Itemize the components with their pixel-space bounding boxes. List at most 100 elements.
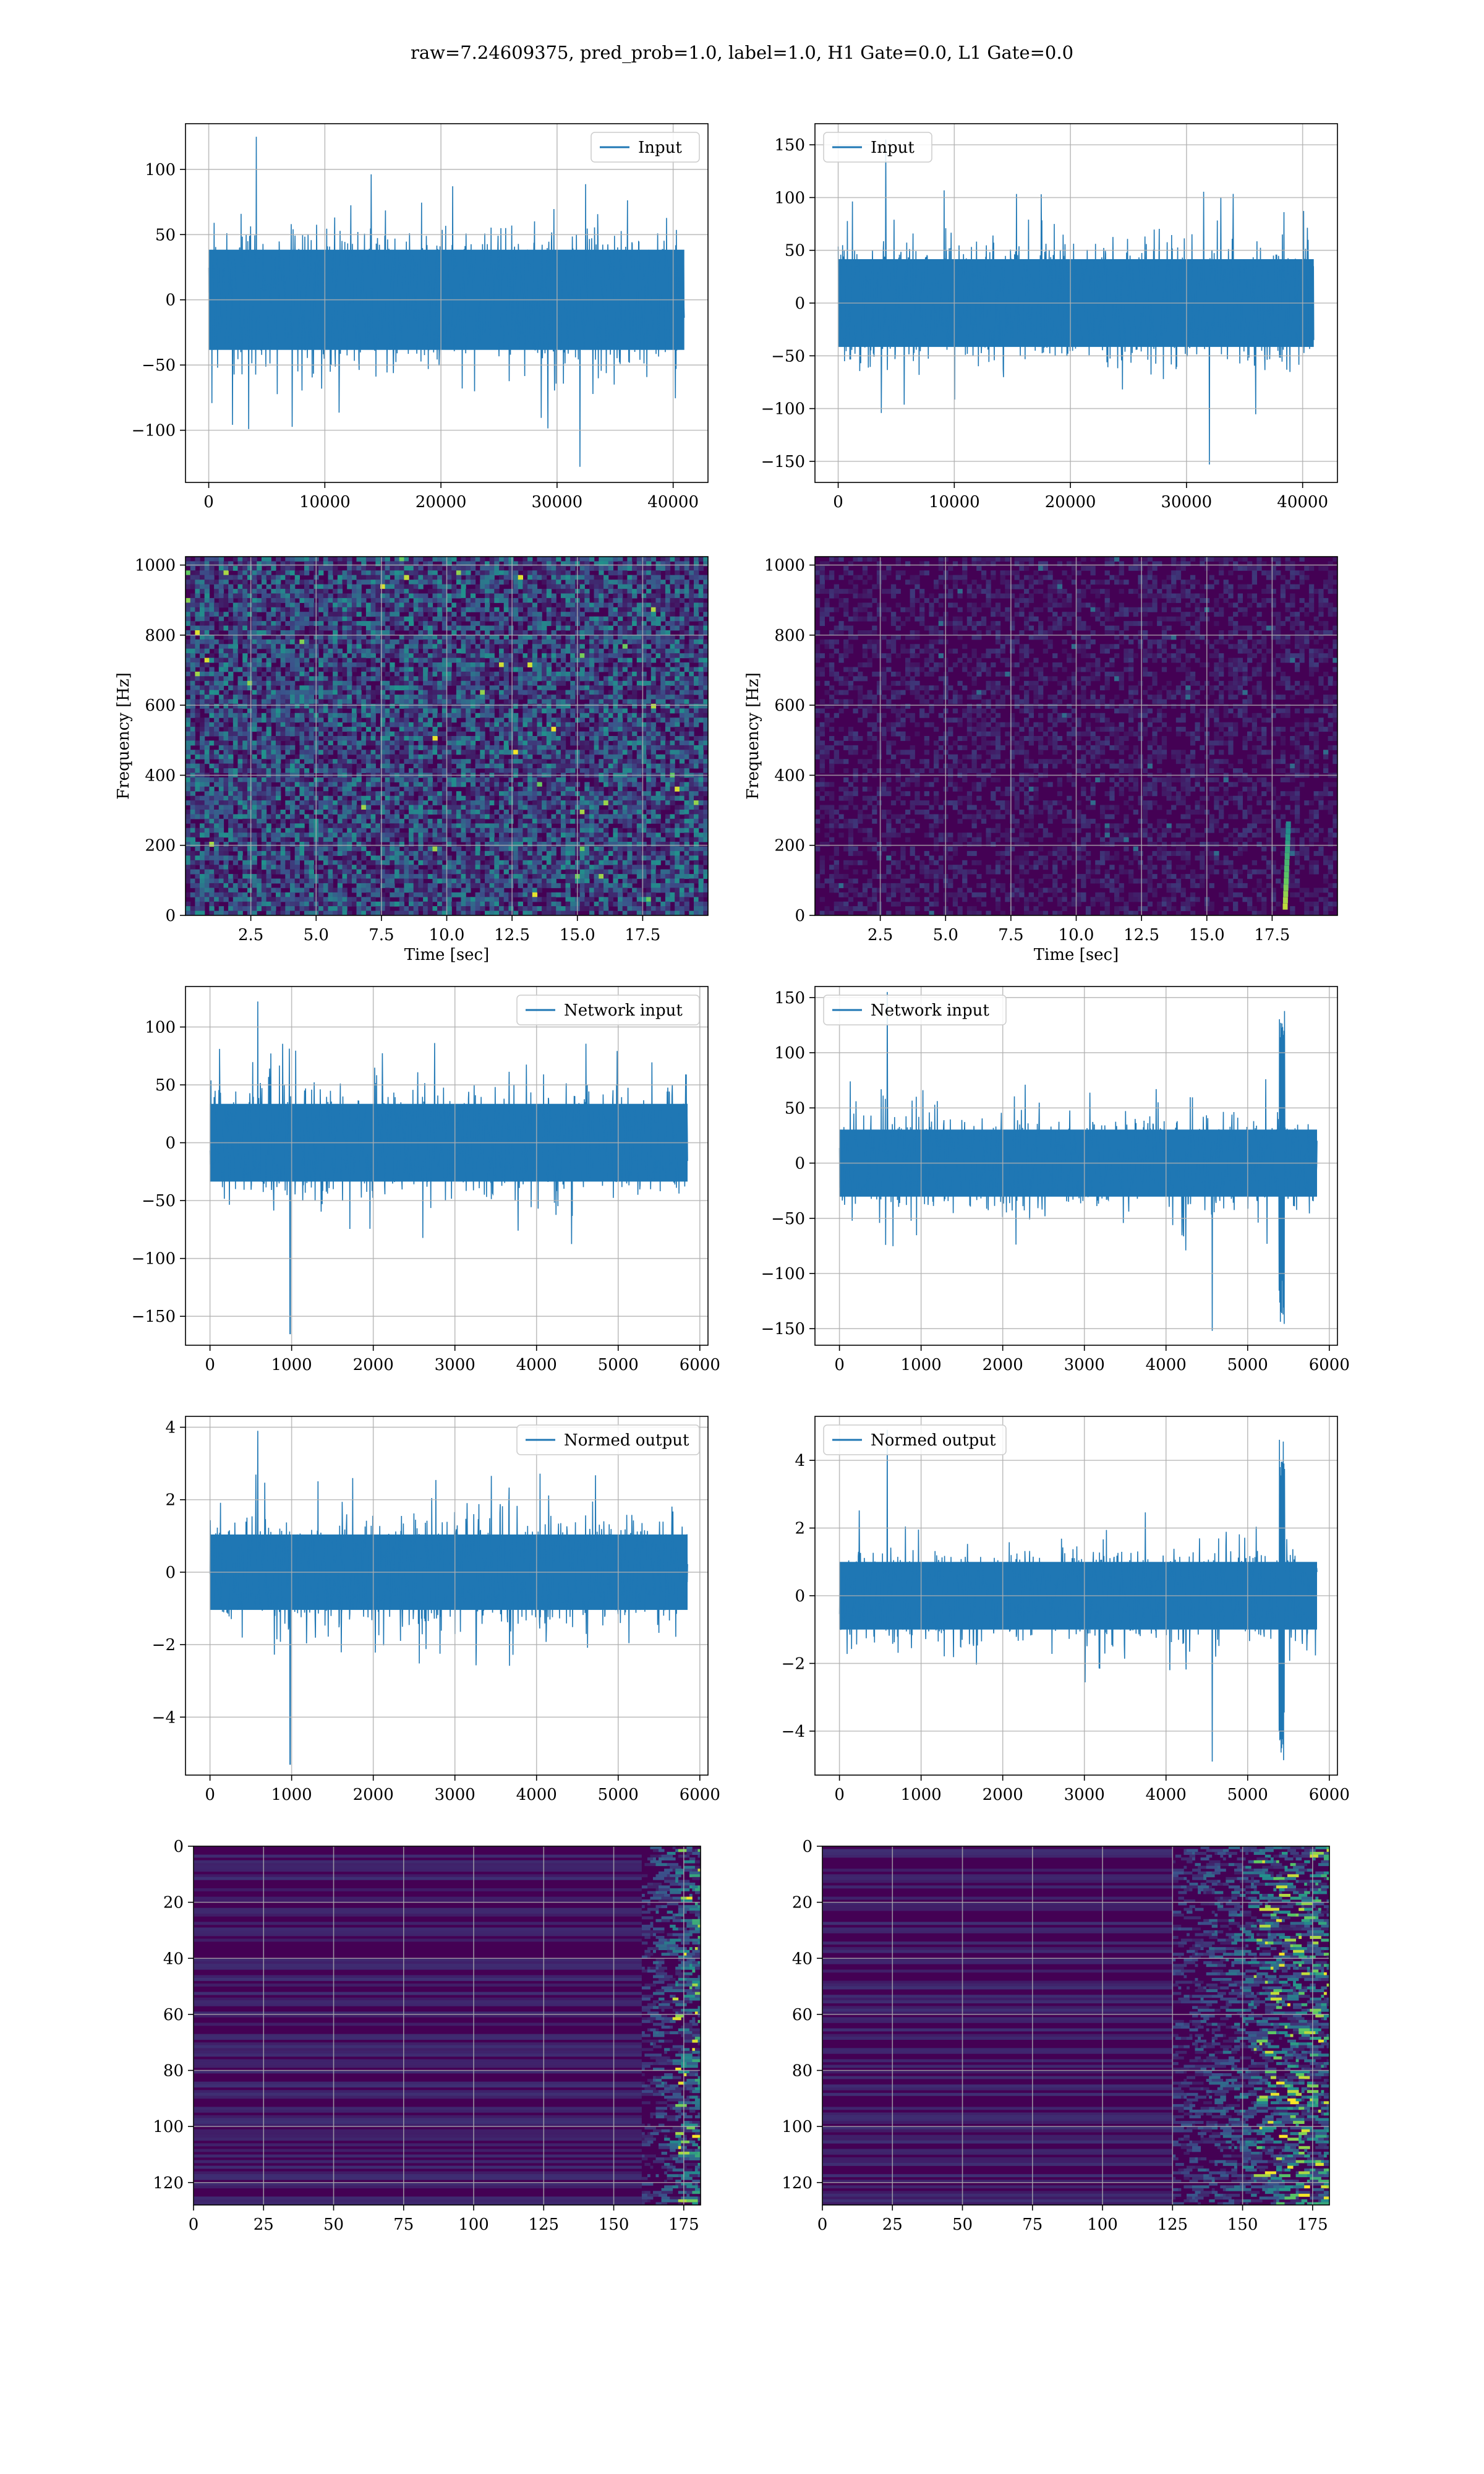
x-tick-label: 5000 — [598, 1786, 639, 1804]
y-tick-label: 20 — [792, 1894, 812, 1912]
y-tick-label: 0 — [795, 1587, 805, 1606]
x-tick-label: 150 — [1227, 2215, 1258, 2234]
x-tick-label: 0 — [834, 1356, 845, 1374]
y-tick-label: 80 — [163, 2062, 184, 2081]
chirp-mark — [1282, 897, 1288, 904]
legend-label: Input — [638, 139, 682, 157]
chart-feat-h1: 0 25 50 75 100 125 150 175 0 20 40 60 80 100 120 — [153, 1838, 701, 2234]
x-tick-label: 175 — [1297, 2215, 1328, 2234]
legend-label: Network input — [871, 1001, 989, 1020]
y-tick-label: 600 — [774, 696, 805, 715]
chart-spec-l1: 2.5 5.0 7.5 10.0 12.5 15.0 17.5 0 200 400 600 800 10… — [744, 556, 1338, 964]
y-tick-label: 50 — [785, 1099, 805, 1118]
figure-title: raw=7.24609375, pred_prob=1.0, label=1.0… — [410, 42, 1074, 63]
x-tick-label: 5000 — [598, 1356, 639, 1374]
x-tick-label: 150 — [599, 2215, 629, 2234]
x-tick-label: 20000 — [1045, 493, 1096, 511]
x-tick-label: 5000 — [1227, 1786, 1268, 1804]
x-tick-label: 0 — [205, 1786, 215, 1804]
legend-box — [823, 132, 932, 163]
y-tick-label: 80 — [792, 2062, 812, 2081]
y-tick-label: −100 — [132, 422, 176, 440]
series-line — [208, 137, 685, 467]
x-axis-label: Time [sec] — [1034, 946, 1119, 964]
y-tick-label: 600 — [145, 696, 176, 715]
y-tick-label: 0 — [165, 907, 176, 925]
series-line — [209, 1001, 688, 1335]
x-tick-label: 15.0 — [1189, 926, 1225, 944]
y-tick-label: 800 — [145, 627, 176, 645]
x-tick-label: 2.5 — [238, 926, 263, 944]
x-tick-label: 125 — [528, 2215, 559, 2234]
y-tick-label: 0 — [165, 1564, 176, 1582]
x-tick-label: 75 — [393, 2215, 414, 2234]
x-tick-label: 4000 — [1146, 1356, 1187, 1374]
y-tick-label: 400 — [774, 766, 805, 785]
x-tick-label: 1000 — [271, 1356, 312, 1374]
chart-spec-h1: 2.5 5.0 7.5 10.0 12.5 15.0 17.5 0 200 400 600 800 10… — [114, 556, 709, 964]
legend-label: Network input — [564, 1001, 683, 1020]
y-tick-label: 100 — [774, 189, 805, 207]
x-tick-label: 1000 — [901, 1356, 942, 1374]
legend-label: Normed output — [871, 1431, 996, 1450]
x-tick-label: 50 — [952, 2215, 973, 2234]
legend-label: Normed output — [564, 1431, 689, 1450]
y-tick-label: 150 — [774, 989, 805, 1008]
chirp-mark — [1286, 828, 1291, 834]
chirp-mark — [1282, 903, 1288, 910]
x-tick-label: 125 — [1157, 2215, 1188, 2234]
y-axis-label: Frequency [Hz] — [744, 672, 762, 800]
legend-box — [516, 995, 700, 1025]
y-tick-label: 50 — [155, 226, 176, 244]
x-tick-label: 3000 — [1064, 1786, 1105, 1804]
x-tick-label: 100 — [1087, 2215, 1118, 2234]
legend: Normed output — [516, 1424, 700, 1455]
y-tick-label: 50 — [155, 1076, 176, 1095]
chart-net-h1: 0 1000 2000 3000 4000 5000 6000 −150 −100 −50 0 50 1… — [132, 986, 720, 1374]
y-tick-label: 40 — [163, 1950, 184, 1968]
y-tick-label: 120 — [782, 2174, 812, 2193]
plot-area — [838, 991, 1318, 1331]
y-tick-label: 120 — [153, 2174, 184, 2193]
x-tick-label: 1000 — [901, 1786, 942, 1804]
y-tick-label: −100 — [132, 1250, 176, 1269]
chart-norm-l1: 0 1000 2000 3000 4000 5000 6000 −4 −2 0 2 4 Normed o… — [782, 1416, 1350, 1804]
x-tick-label: 3000 — [435, 1356, 475, 1374]
x-tick-label: 17.5 — [1254, 926, 1290, 944]
x-tick-label: 30000 — [1161, 493, 1213, 511]
chirp-mark — [1284, 865, 1289, 872]
y-tick-label: −150 — [761, 1320, 805, 1338]
x-tick-label: 7.5 — [998, 926, 1023, 944]
x-tick-label: 10000 — [299, 493, 351, 511]
x-tick-label: 25 — [882, 2215, 903, 2234]
y-tick-label: 0 — [802, 1838, 812, 1856]
x-tick-label: 10.0 — [429, 926, 465, 944]
y-tick-label: 0 — [795, 907, 805, 925]
x-tick-label: 50 — [323, 2215, 344, 2234]
x-tick-label: 2000 — [983, 1356, 1023, 1374]
chirp-mark — [1284, 878, 1289, 884]
y-tick-label: 0 — [173, 1838, 184, 1856]
y-tick-label: −150 — [132, 1308, 176, 1326]
y-tick-label: 0 — [165, 291, 176, 310]
y-tick-label: −2 — [152, 1636, 176, 1654]
x-tick-label: 3000 — [435, 1786, 475, 1804]
y-tick-label: −4 — [782, 1723, 805, 1741]
y-tick-label: 60 — [792, 2006, 812, 2024]
y-tick-label: 0 — [795, 1155, 805, 1173]
y-tick-label: 200 — [774, 837, 805, 855]
y-tick-label: −50 — [142, 1192, 176, 1210]
axes-frame — [185, 986, 709, 1346]
legend: Network input — [516, 995, 700, 1025]
chirp-mark — [1283, 884, 1289, 891]
x-tick-label: 6000 — [680, 1786, 720, 1804]
x-tick-label: 2000 — [983, 1786, 1023, 1804]
y-tick-label: 200 — [145, 837, 176, 855]
plot-area — [208, 137, 685, 467]
axes-frame — [814, 986, 1338, 1346]
y-tick-label: −100 — [761, 1265, 805, 1283]
x-tick-label: 1000 — [271, 1786, 312, 1804]
series-line — [838, 991, 1318, 1331]
x-tick-label: 175 — [668, 2215, 699, 2234]
x-tick-label: 0 — [203, 493, 214, 511]
